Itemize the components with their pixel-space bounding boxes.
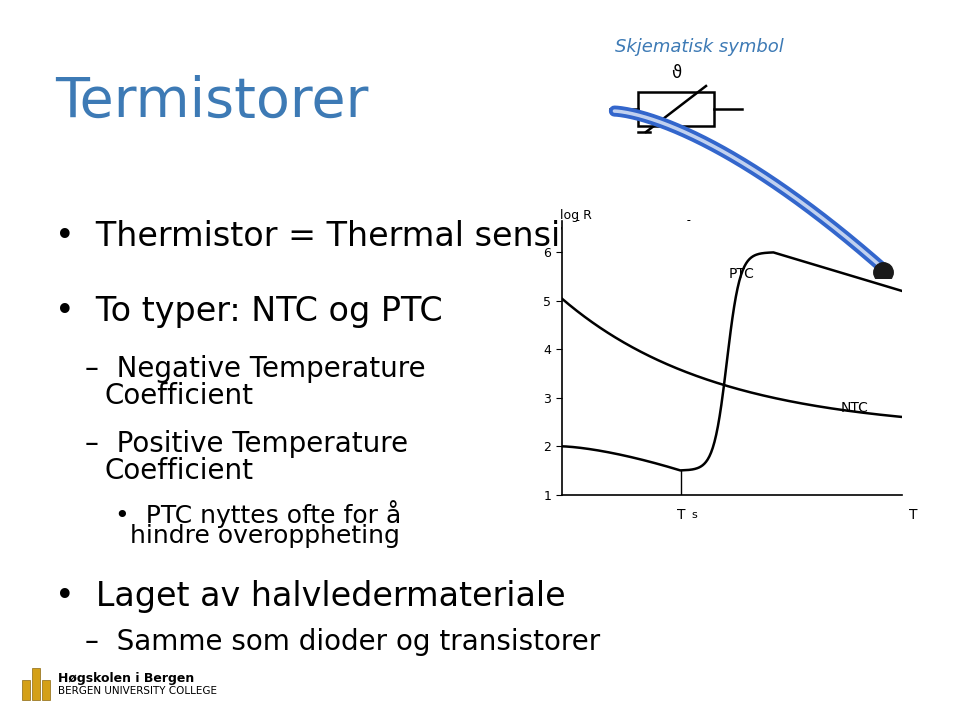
Text: PTC: PTC bbox=[729, 267, 755, 281]
Text: log R: log R bbox=[560, 209, 591, 222]
Text: Skjematisk symbol: Skjematisk symbol bbox=[615, 38, 783, 56]
Text: T: T bbox=[677, 508, 685, 523]
Text: hindre overoppheting: hindre overoppheting bbox=[130, 524, 400, 548]
Text: •  To typer: NTC og PTC: • To typer: NTC og PTC bbox=[55, 295, 443, 328]
Bar bbox=[42, 680, 50, 700]
Text: ϑ: ϑ bbox=[671, 64, 682, 82]
Text: •  Laget av halvledermateriale: • Laget av halvledermateriale bbox=[55, 580, 565, 613]
Text: •  PTC nyttes ofte for å: • PTC nyttes ofte for å bbox=[115, 500, 401, 528]
Text: Coefficient: Coefficient bbox=[105, 457, 254, 485]
Text: –  Positive Temperature: – Positive Temperature bbox=[85, 430, 408, 458]
Bar bbox=[22, 680, 30, 700]
Text: Termistorer: Termistorer bbox=[55, 75, 369, 129]
Text: s: s bbox=[692, 511, 698, 520]
Text: –  Samme som dioder og transistorer: – Samme som dioder og transistorer bbox=[85, 628, 600, 656]
Text: T: T bbox=[909, 508, 918, 523]
Bar bbox=[638, 92, 714, 126]
Bar bbox=[32, 668, 40, 700]
Text: Coefficient: Coefficient bbox=[105, 382, 254, 410]
Text: –  Negative Temperature: – Negative Temperature bbox=[85, 355, 425, 383]
Text: BERGEN UNIVERSITY COLLEGE: BERGEN UNIVERSITY COLLEGE bbox=[58, 686, 217, 696]
Text: Høgskolen i Bergen: Høgskolen i Bergen bbox=[58, 672, 194, 685]
Text: •  Thermistor = Thermal sensitive resistor: • Thermistor = Thermal sensitive resisto… bbox=[55, 220, 758, 253]
Text: NTC: NTC bbox=[841, 402, 869, 416]
